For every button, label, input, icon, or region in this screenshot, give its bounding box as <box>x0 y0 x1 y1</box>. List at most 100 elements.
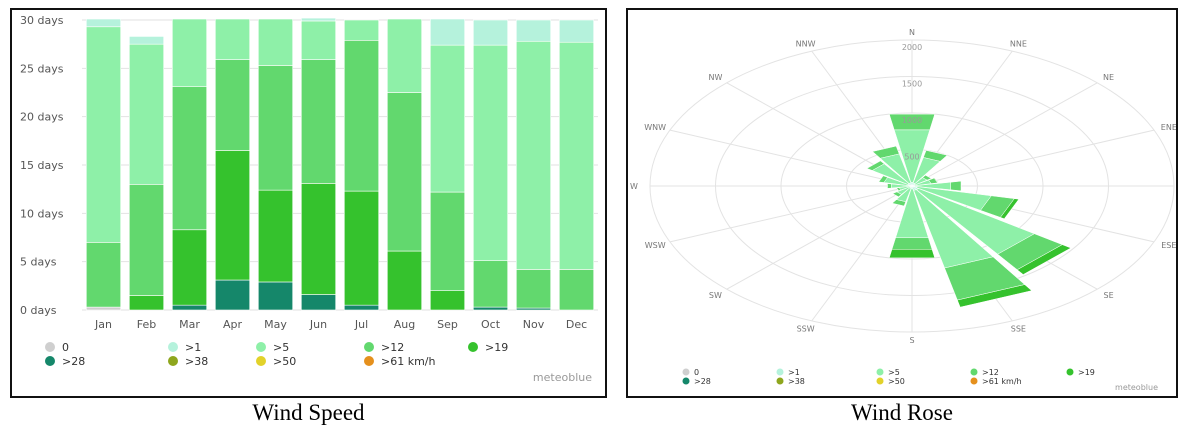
x-tick-label: Feb <box>137 318 156 331</box>
bar-segment <box>172 229 208 306</box>
direction-label: S <box>909 336 914 345</box>
direction-label: SSW <box>797 324 815 333</box>
wind-rose-chart: 500100015002000NNNENEENEEESESESSESSSWSWW… <box>630 28 1189 392</box>
legend-marker <box>1066 368 1074 376</box>
legend-label: >50 <box>273 355 296 368</box>
spoke-line <box>911 129 1155 187</box>
bar-segment <box>343 304 379 311</box>
direction-label: SSE <box>1011 324 1026 333</box>
legend-label: >12 <box>982 368 999 377</box>
bar-segment <box>300 294 336 311</box>
direction-label: NE <box>1103 73 1114 82</box>
bar-segment <box>472 19 508 46</box>
y-tick-label: 15 days <box>20 159 64 172</box>
direction-label: ESE <box>1161 241 1176 250</box>
y-tick-label: 0 days <box>20 304 57 317</box>
bar-segment <box>172 304 208 311</box>
rose-wedge <box>908 182 913 187</box>
bar-segment <box>343 39 379 192</box>
watermark: meteoblue <box>1115 383 1158 392</box>
legend-marker <box>876 377 884 385</box>
legend-label: >19 <box>485 341 508 354</box>
legend-label: >61 km/h <box>381 355 436 368</box>
spoke-line <box>811 185 913 322</box>
legend-label: >50 <box>888 377 905 386</box>
bar-segment <box>215 150 251 281</box>
legend-marker <box>468 342 478 352</box>
legend-marker <box>776 377 784 385</box>
x-tick-label: Jan <box>94 318 112 331</box>
legend-label: >5 <box>273 341 289 354</box>
bar-segment <box>343 190 379 306</box>
x-tick-label: Jul <box>354 318 368 331</box>
bar-segment <box>258 189 294 283</box>
legend-marker <box>364 356 374 366</box>
bar-segment <box>172 86 208 231</box>
bar-segment <box>86 26 122 243</box>
bar-segment <box>386 18 422 93</box>
bar-segment <box>258 65 294 191</box>
x-tick-label: Jun <box>309 318 327 331</box>
bar-segment <box>429 44 465 193</box>
y-tick-label: 5 days <box>20 256 57 269</box>
spoke-line <box>669 185 913 243</box>
legend-marker <box>970 368 978 376</box>
rose-wedge <box>887 183 892 189</box>
bar-segment <box>215 59 251 151</box>
bar-segment <box>429 191 465 291</box>
spoke-line <box>726 185 913 290</box>
wind-speed-chart: 0 days 5 days 10 days 15 days 20 days 25 days… <box>20 14 598 384</box>
legend-label: >19 <box>1078 368 1095 377</box>
x-tick-label: Mar <box>179 318 200 331</box>
direction-label: ENE <box>1161 123 1176 132</box>
legend-label: 0 <box>62 341 69 354</box>
bar-segment <box>172 18 208 87</box>
bar-segment <box>429 18 465 46</box>
bar-segment <box>343 19 379 41</box>
bar-segment <box>386 92 422 252</box>
legend-label: >5 <box>888 368 900 377</box>
bar-segment <box>472 306 508 311</box>
bar-segment <box>515 19 551 42</box>
y-tick-label: 30 days <box>20 14 64 27</box>
wind-speed-caption: Wind Speed <box>252 400 365 425</box>
legend-label: 0 <box>694 368 699 377</box>
bar-segment <box>86 18 122 28</box>
direction-label: SE <box>1104 291 1114 300</box>
bar-segment <box>300 20 336 60</box>
legend-label: >12 <box>381 341 404 354</box>
bar-segment <box>258 281 294 311</box>
spoke-line <box>669 129 913 187</box>
bar-segment <box>300 17 336 22</box>
wind-rose-caption: Wind Rose <box>851 400 953 425</box>
spoke-line <box>911 82 1098 187</box>
radial-tick-label: 500 <box>904 153 919 162</box>
bar-segment <box>515 40 551 270</box>
x-tick-label: Apr <box>223 318 243 331</box>
wind-rose-panel: 500100015002000NNNENEENEEESESESSESSSWSWW… <box>626 8 1189 398</box>
legend-marker <box>682 377 690 385</box>
legend-marker <box>168 342 178 352</box>
radial-tick-label: 1500 <box>902 80 922 89</box>
legend-marker <box>45 356 55 366</box>
rose-wedge <box>950 180 962 192</box>
direction-label: WSW <box>645 241 666 250</box>
bar-segment <box>129 36 165 45</box>
bar-segment <box>129 295 165 311</box>
direction-label: NNW <box>796 40 816 49</box>
watermark: meteoblue <box>533 371 592 384</box>
rose-wedge <box>888 249 936 259</box>
wind-speed-panel: 0 days 5 days 10 days 15 days 20 days 25 days… <box>10 8 607 398</box>
bar-segment <box>258 18 294 66</box>
bar-segment <box>472 260 508 308</box>
legend-label: >1 <box>185 341 201 354</box>
bar-segment <box>215 18 251 60</box>
bar-segment <box>515 269 551 309</box>
legend-marker <box>776 368 784 376</box>
legend-label: >38 <box>185 355 208 368</box>
legend-marker <box>45 342 55 352</box>
bar-segment <box>558 269 594 311</box>
y-tick-label: 20 days <box>20 111 64 124</box>
direction-label: N <box>909 28 915 37</box>
rose-wedge <box>891 237 933 250</box>
